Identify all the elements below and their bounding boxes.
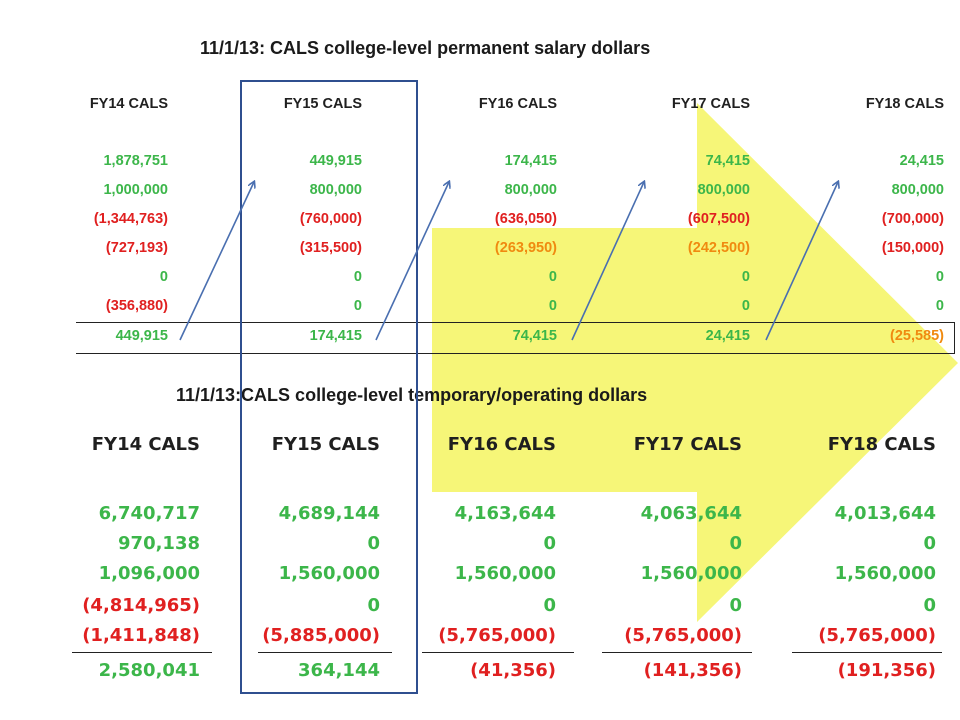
temporary-cell-fy16: 1,560,000 [454, 563, 556, 584]
fy15-total-rule [258, 652, 392, 653]
temporary-cell-fy18: 1,560,000 [834, 563, 936, 584]
temporary-cell-fy14: 1,096,000 [98, 563, 200, 584]
temporary-cell-fy18: 0 [923, 595, 936, 616]
permanent-header-fy16: FY16 CALS [478, 96, 557, 112]
temporary-cell-fy17: 1,560,000 [640, 563, 742, 584]
fy17-total-rule [602, 652, 752, 653]
permanent-cell-fy17: 0 [741, 298, 750, 314]
permanent-cell-fy17: (607,500) [687, 211, 750, 227]
permanent-cell-fy15: 800,000 [309, 182, 362, 198]
permanent-header-fy18: FY18 CALS [865, 96, 944, 112]
permanent-cell-fy15: 449,915 [309, 153, 362, 169]
permanent-cell-fy14: (1,344,763) [93, 211, 168, 227]
temporary-cell-fy15: 1,560,000 [278, 563, 380, 584]
temporary-cell-fy17: 0 [729, 533, 742, 554]
permanent-cell-fy14: 0 [159, 269, 168, 285]
permanent-total-fy14: 449,915 [115, 328, 168, 344]
permanent-cell-fy15: (760,000) [299, 211, 362, 227]
temporary-cell-fy17: (5,765,000) [624, 625, 742, 646]
temporary-cell-fy15: 0 [367, 595, 380, 616]
temporary-cell-fy17: 0 [729, 595, 742, 616]
temporary-total-fy16: (41,356) [470, 660, 556, 681]
permanent-cell-fy16: 174,415 [504, 153, 557, 169]
permanent-cell-fy17: (242,500) [687, 240, 750, 256]
permanent-cell-fy15: (315,500) [299, 240, 362, 256]
permanent-cell-fy16: (263,950) [494, 240, 557, 256]
permanent-cell-fy16: 0 [548, 269, 557, 285]
temporary-cell-fy16: 0 [543, 533, 556, 554]
temporary-operating-title: 11/1/13:CALS college-level temporary/ope… [176, 385, 648, 405]
permanent-salary-title: 11/1/13: CALS college-level permanent sa… [200, 38, 651, 58]
permanent-total-fy18: (25,585) [889, 328, 944, 344]
fy14-total-rule [72, 652, 212, 653]
permanent-header-fy15: FY15 CALS [283, 96, 362, 112]
temporary-header-fy17: FY17 CALS [633, 434, 742, 455]
permanent-cell-fy18: 24,415 [899, 153, 944, 169]
temporary-cell-fy15: (5,885,000) [262, 625, 380, 646]
permanent-total-fy15: 174,415 [309, 328, 362, 344]
temporary-cell-fy15: 0 [367, 533, 380, 554]
permanent-cell-fy14: (727,193) [105, 240, 168, 256]
permanent-cell-fy18: (150,000) [881, 240, 944, 256]
permanent-cell-fy18: 0 [935, 298, 944, 314]
fy15-highlight-box [240, 80, 418, 694]
temporary-cell-fy16: 4,163,644 [454, 503, 556, 524]
temporary-total-fy17: (141,356) [643, 660, 742, 681]
permanent-cell-fy16: (636,050) [494, 211, 557, 227]
permanent-cell-fy14: (356,880) [105, 298, 168, 314]
permanent-cell-fy18: 0 [935, 269, 944, 285]
permanent-cell-fy14: 1,000,000 [103, 182, 168, 198]
permanent-cell-fy17: 74,415 [705, 153, 750, 169]
temporary-header-fy14: FY14 CALS [91, 434, 200, 455]
permanent-cell-fy18: (700,000) [881, 211, 944, 227]
temporary-cell-fy15: 4,689,144 [278, 503, 380, 524]
temporary-cell-fy14: 970,138 [118, 533, 200, 554]
temporary-header-fy18: FY18 CALS [827, 434, 936, 455]
permanent-total-fy16: 74,415 [512, 328, 557, 344]
permanent-header-fy14: FY14 CALS [89, 96, 168, 112]
temporary-cell-fy18: 0 [923, 533, 936, 554]
permanent-header-fy17: FY17 CALS [671, 96, 750, 112]
permanent-cell-fy17: 0 [741, 269, 750, 285]
permanent-cell-fy16: 0 [548, 298, 557, 314]
permanent-cell-fy15: 0 [353, 298, 362, 314]
temporary-cell-fy14: (1,411,848) [82, 625, 200, 646]
temporary-header-fy16: FY16 CALS [447, 434, 556, 455]
temporary-cell-fy18: 4,013,644 [834, 503, 936, 524]
temporary-cell-fy16: (5,765,000) [438, 625, 556, 646]
temporary-cell-fy16: 0 [543, 595, 556, 616]
fy18-total-rule [792, 652, 942, 653]
temporary-total-fy15: 364,144 [298, 660, 380, 681]
permanent-total-fy17: 24,415 [705, 328, 750, 344]
temporary-total-fy14: 2,580,041 [98, 660, 200, 681]
permanent-cell-fy14: 1,878,751 [103, 153, 168, 169]
permanent-cell-fy17: 800,000 [697, 182, 750, 198]
temporary-cell-fy14: (4,814,965) [82, 595, 200, 616]
permanent-cell-fy16: 800,000 [504, 182, 557, 198]
permanent-cell-fy18: 800,000 [891, 182, 944, 198]
permanent-total-row-border [76, 322, 955, 354]
temporary-total-fy18: (191,356) [837, 660, 936, 681]
temporary-cell-fy17: 4,063,644 [640, 503, 742, 524]
temporary-cell-fy14: 6,740,717 [98, 503, 200, 524]
permanent-cell-fy15: 0 [353, 269, 362, 285]
temporary-cell-fy18: (5,765,000) [818, 625, 936, 646]
fy16-total-rule [422, 652, 574, 653]
temporary-header-fy15: FY15 CALS [271, 434, 380, 455]
